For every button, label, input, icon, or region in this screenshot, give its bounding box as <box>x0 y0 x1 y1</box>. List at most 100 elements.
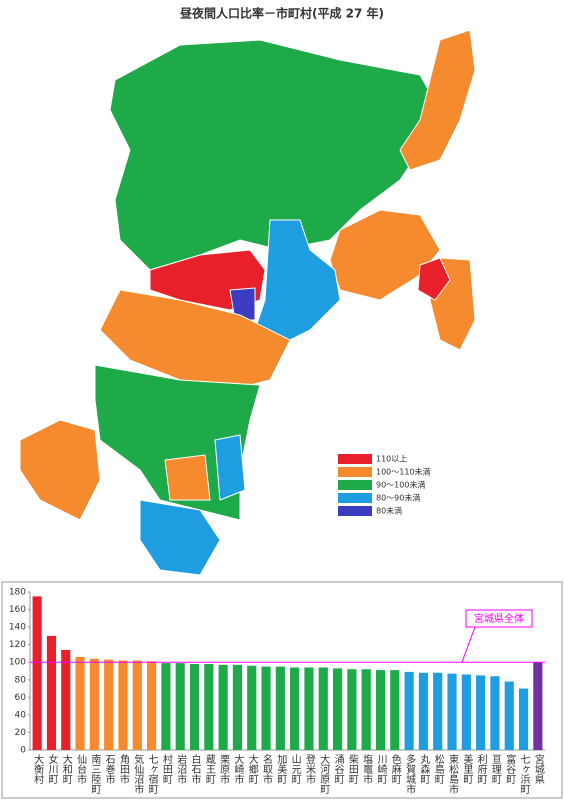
bar <box>189 663 200 750</box>
x-tick-label: 七ヶ宿町 <box>146 754 158 794</box>
x-tick-label: 川崎町 <box>375 754 387 784</box>
bar <box>161 663 171 750</box>
bar <box>375 670 386 750</box>
y-tick-label: 0 <box>20 746 26 756</box>
y-tick-label: 140 <box>9 623 26 633</box>
x-tick-label: 石巻市 <box>103 754 115 785</box>
bar <box>32 596 42 750</box>
legend-swatch <box>338 480 372 490</box>
region <box>19 419 101 521</box>
region <box>229 287 256 321</box>
callout-box <box>465 609 533 628</box>
x-tick-label: 亘理町 <box>489 754 501 784</box>
legend-swatch <box>338 506 372 516</box>
x-tick-label: 角田市 <box>117 754 129 785</box>
x-tick-label: 色麻町 <box>389 753 401 784</box>
y-tick-label: 60 <box>15 693 27 703</box>
x-tick-label: 多賀城市 <box>404 753 416 795</box>
x-tick-label: 大和町 <box>60 753 72 784</box>
x-tick-label: 村田町 <box>160 753 172 784</box>
map <box>19 29 476 576</box>
x-tick-label: 女川町 <box>46 753 58 784</box>
bar <box>175 663 185 750</box>
bar <box>304 667 314 750</box>
bar <box>89 658 99 750</box>
region <box>164 454 211 501</box>
x-tick-label: 美里町 <box>461 753 473 784</box>
y-tick-label: 40 <box>15 710 27 720</box>
x-tick-label: 名取市 <box>261 753 273 785</box>
legend-label: 80未満 <box>376 506 402 516</box>
bar <box>476 675 486 750</box>
y-tick-label: 120 <box>9 640 26 650</box>
x-tick-label: 涌谷町 <box>332 754 344 784</box>
legend-label: 100～110未満 <box>376 467 431 477</box>
bar <box>418 672 428 750</box>
bar <box>61 649 71 750</box>
bar <box>104 659 114 750</box>
x-tick-label: 南三陸町 <box>89 753 101 794</box>
x-tick-label: 栗原市 <box>218 754 230 785</box>
region <box>417 257 451 301</box>
region <box>254 219 341 346</box>
bar <box>347 669 357 750</box>
x-tick-label: 柴田町 <box>346 753 358 784</box>
x-tick-label: 加美町 <box>275 754 287 784</box>
reference-label: 宮城県全体 <box>474 612 524 625</box>
bar <box>490 676 500 750</box>
y-tick-label: 100 <box>9 658 26 668</box>
chart: 0 20 40 60 80 100 120 140 160 180 大衡村 女川町 大和町 仙台市 南三陸町… <box>9 588 545 795</box>
x-tick-label: 松島町 <box>432 753 444 784</box>
region <box>139 499 221 576</box>
bar <box>433 672 443 750</box>
region <box>399 29 476 171</box>
bar <box>361 669 371 750</box>
x-tick-label: 七ヶ浜町 <box>518 754 530 794</box>
x-tick-label: 富谷町 <box>504 753 516 784</box>
x-tick-label: 岩沼市 <box>175 753 187 785</box>
map-legend: 110以上 100～110未満 90～100未満 80～90未満 80未満 <box>338 454 431 516</box>
region <box>109 39 441 271</box>
x-tick-label: 蔵王町 <box>203 753 215 784</box>
x-tick-label: 大郷町 <box>246 753 258 784</box>
bar <box>232 664 243 750</box>
x-tick-label: 利府町 <box>475 754 487 784</box>
legend-label: 90～100未満 <box>376 480 425 490</box>
legend-swatch <box>338 454 372 464</box>
x-tick-label: 気仙沼市 <box>132 753 144 795</box>
x-tick-label: 大河原町 <box>318 753 330 794</box>
x-tick-label: 丸森町 <box>418 753 430 784</box>
bar <box>461 674 471 750</box>
x-tick-label: 仙台市 <box>75 753 87 785</box>
page-title: 昼夜間人口比率－市町村(平成 27 年) <box>179 6 384 21</box>
y-tick-label: 180 <box>9 588 26 598</box>
bar <box>218 664 228 750</box>
y-tick-label: 80 <box>15 675 27 685</box>
bar <box>46 635 57 750</box>
x-tick-label: 東松島市 <box>447 753 459 795</box>
bar <box>75 656 85 750</box>
bar <box>132 660 142 750</box>
chart-frame <box>1 581 563 799</box>
bar <box>390 670 400 750</box>
x-tick-label: 塩竈市 <box>361 753 373 785</box>
x-tick-label: 白石市 <box>189 753 201 785</box>
bar <box>147 661 157 750</box>
x-tick-label: 宮城県 <box>532 753 544 785</box>
legend-label: 110以上 <box>376 455 407 464</box>
x-tick-label: 大衡村 <box>32 753 44 784</box>
legend-label: 80～90未満 <box>376 493 420 503</box>
bar <box>404 671 414 750</box>
x-tick-label: 登米市 <box>303 753 315 785</box>
legend-swatch <box>338 493 372 503</box>
bar <box>504 681 514 750</box>
bar <box>261 666 271 750</box>
bar <box>290 667 300 750</box>
x-tick-label: 大崎市 <box>232 753 244 785</box>
callout-line <box>461 626 476 663</box>
bar <box>447 673 457 750</box>
legend-swatch <box>338 467 372 477</box>
bar <box>332 668 343 750</box>
bar <box>318 667 328 750</box>
